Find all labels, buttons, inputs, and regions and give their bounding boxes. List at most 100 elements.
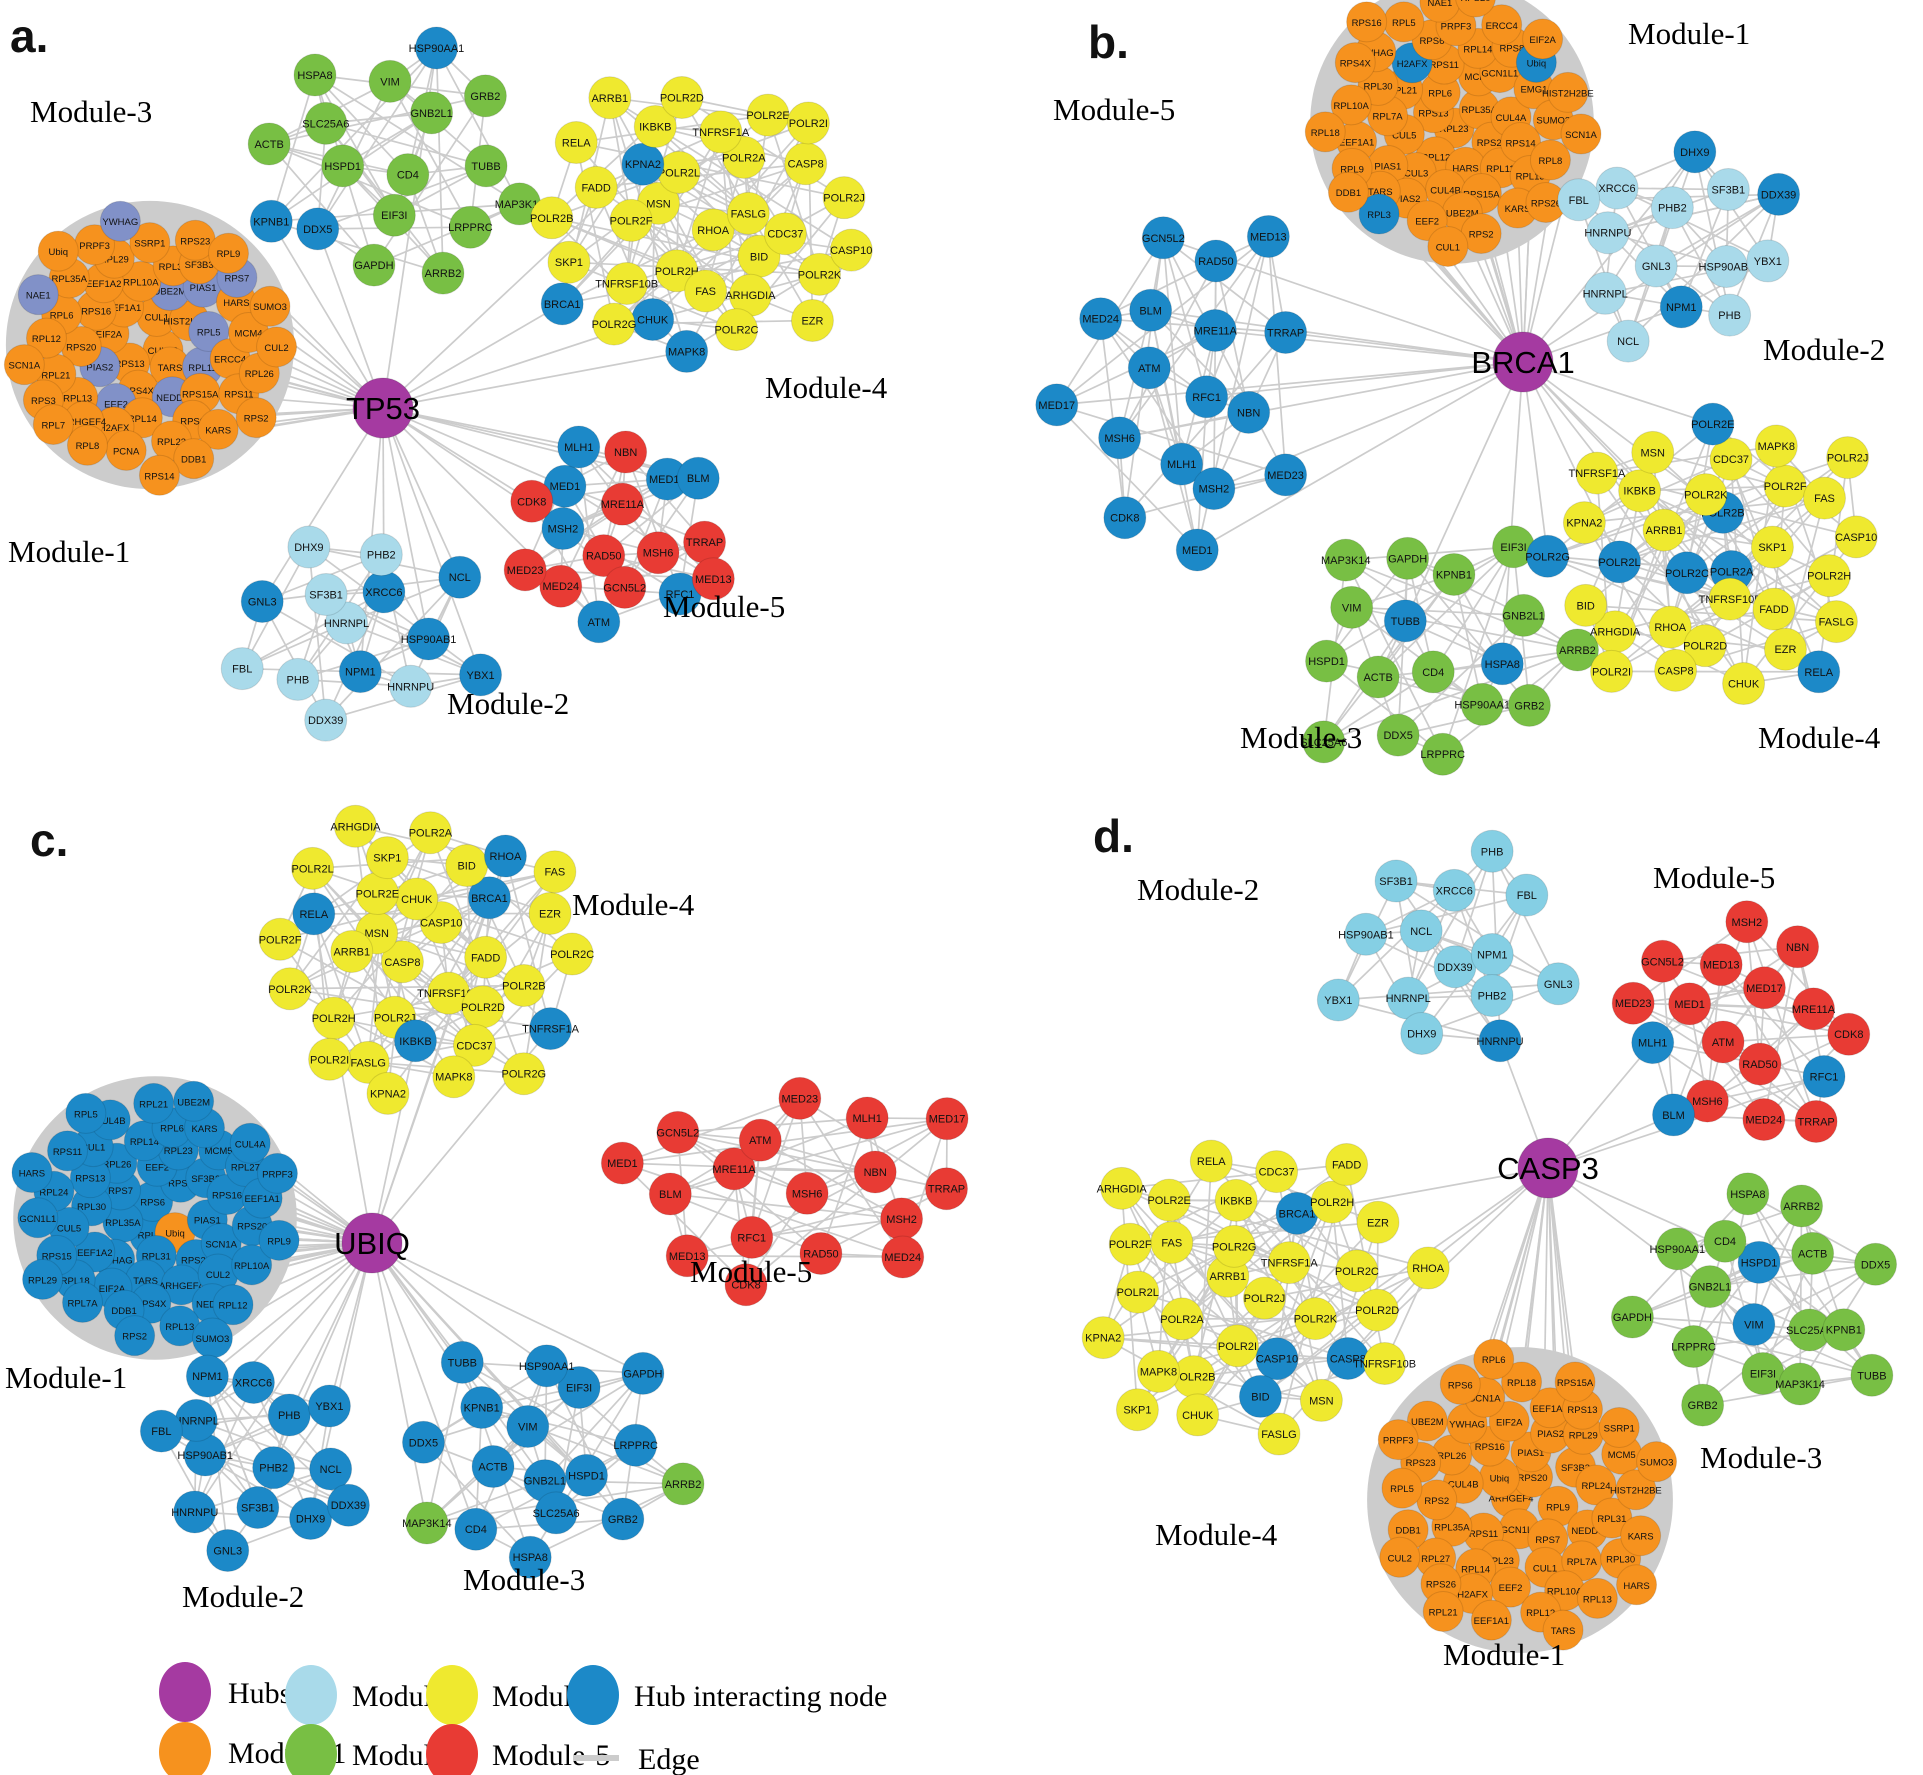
node-label: PHB: [287, 674, 310, 686]
legend-swatch: [285, 1665, 337, 1725]
node-med24: [1742, 1097, 1786, 1141]
edge: [268, 143, 471, 228]
node-rpl8: [1529, 139, 1571, 181]
node-ercc4: [1481, 4, 1523, 46]
node-label: HNRNPU: [387, 681, 434, 693]
node-label: SKP1: [373, 853, 401, 865]
module-d-m4: POLR2J ARRB1 TNFRSF1A POLR2I POLR2G POLR2K POL…: [1081, 1139, 1450, 1456]
node-polr2l: [1597, 540, 1641, 584]
edge: [1583, 522, 1677, 671]
node-label: CDK8: [1110, 513, 1139, 525]
node-label: PCNA: [113, 446, 140, 457]
edge: [745, 1118, 948, 1286]
node-rpl18: [1501, 1361, 1543, 1403]
node-label: YWHAG: [102, 217, 138, 228]
node-label: RPL35A: [1434, 1522, 1470, 1533]
node-kpna2: [366, 1071, 410, 1115]
node-label: EEF2: [1499, 1583, 1523, 1594]
node-label: PRPF3: [1383, 1436, 1414, 1447]
node-ddx5: [1854, 1242, 1898, 1286]
node-rpl21: [133, 1082, 175, 1124]
node-tnfrsf1a: [1267, 1241, 1311, 1285]
panel-letter-d: d.: [1093, 810, 1134, 862]
node-med1: [600, 1141, 644, 1185]
node-label: SCN1A: [1565, 130, 1597, 141]
edge: [1193, 1270, 1358, 1378]
module-a-m2: HNRNPL XRCC6 NPM1 SF3B1 HSP90AB1 PHB PHB2 HNRNP…: [220, 525, 503, 742]
node-label: PHB2: [259, 1463, 288, 1475]
node-label: CASP10: [1835, 532, 1877, 544]
node-label: RPS14: [144, 471, 174, 482]
module-label-a-m1: Module-1: [8, 534, 130, 569]
node-label: MAP3K14: [402, 1518, 452, 1530]
node-label: SF3B3: [191, 1174, 220, 1185]
node-label: SF3B1: [1712, 185, 1746, 197]
node-label: POLR2J: [1827, 453, 1869, 465]
node-label: VIM: [518, 1421, 538, 1433]
node-label: RPS20: [1517, 1473, 1547, 1484]
node-trrap: [1264, 310, 1308, 354]
module-label-d-m3: Module-3: [1700, 1440, 1822, 1475]
node-label: IKBKB: [1623, 486, 1655, 498]
node-label: FASLG: [731, 208, 766, 220]
node-mre11a: [600, 482, 644, 526]
legend-item-hub-interacting-node: Hub interacting node: [567, 1665, 887, 1725]
node-eif3i: [557, 1365, 601, 1409]
node-label: POLR2F: [610, 215, 653, 227]
node-label: KARS: [205, 425, 231, 436]
node-hsp90aa1: [525, 1344, 569, 1388]
module-label-d-m4: Module-4: [1155, 1517, 1278, 1552]
node-label: RPL13: [1583, 1594, 1612, 1605]
edge: [1276, 1213, 1298, 1359]
node-label: KPNA2: [1085, 1333, 1121, 1345]
edge: [1120, 1187, 1183, 1320]
node-label: POLR2L: [1117, 1287, 1159, 1299]
edge: [1753, 1263, 1876, 1326]
node-label: ATM: [1712, 1037, 1734, 1049]
node-ywhag: [99, 200, 141, 242]
node-label: RPL9: [217, 249, 241, 260]
node-rpl10a: [231, 1244, 273, 1286]
node-rela: [292, 892, 336, 936]
node-hspa8: [1726, 1172, 1770, 1216]
node-rpl8: [66, 424, 108, 466]
node-hspa8: [508, 1535, 552, 1579]
node-cdk8: [724, 1263, 768, 1307]
node-med17: [1742, 966, 1786, 1010]
node-label: SKP1: [555, 257, 583, 269]
node-rps15a: [1554, 1361, 1596, 1403]
node-polr2g: [1212, 1224, 1256, 1268]
node-label: EEF2: [104, 400, 128, 411]
node-polr2e: [1147, 1178, 1191, 1222]
node-label: GNB2L1: [1503, 610, 1545, 622]
node-label: RPL9: [267, 1236, 291, 1247]
node-label: RPL10A: [1547, 1587, 1583, 1598]
node-label: RPS6: [180, 416, 205, 427]
node-label: PHB2: [1478, 991, 1507, 1003]
node-fbl: [220, 647, 264, 691]
node-polr2h: [1310, 1180, 1354, 1224]
node-label: IKBKB: [639, 122, 671, 134]
node-skp1: [1750, 525, 1794, 569]
node-label: POLR2G: [501, 1069, 546, 1081]
node-tnfrsf10b: [1708, 577, 1752, 621]
node-label: NCL: [320, 1464, 342, 1476]
node-ybx1: [1746, 239, 1790, 283]
node-label: YBX1: [466, 670, 494, 682]
node-gapdh: [352, 243, 396, 287]
node-label: ARHGDIA: [725, 290, 776, 302]
node-label: Ubiq: [1490, 1474, 1510, 1485]
node-label: MCM4: [235, 328, 263, 339]
node-label: TRRAP: [1797, 1116, 1834, 1128]
node-label: NPM1: [192, 1371, 223, 1383]
node-prpf3: [1377, 1419, 1419, 1461]
legend-swatch: [159, 1662, 211, 1722]
node-cd4: [1411, 650, 1455, 694]
node-eif3i: [372, 193, 416, 237]
node-label: SF3B1: [309, 590, 343, 602]
edge: [1397, 614, 1525, 736]
node-label: SUMO3: [1640, 1458, 1674, 1469]
edge: [530, 500, 600, 623]
node-polr2d: [660, 76, 704, 120]
edge: [1100, 317, 1286, 334]
